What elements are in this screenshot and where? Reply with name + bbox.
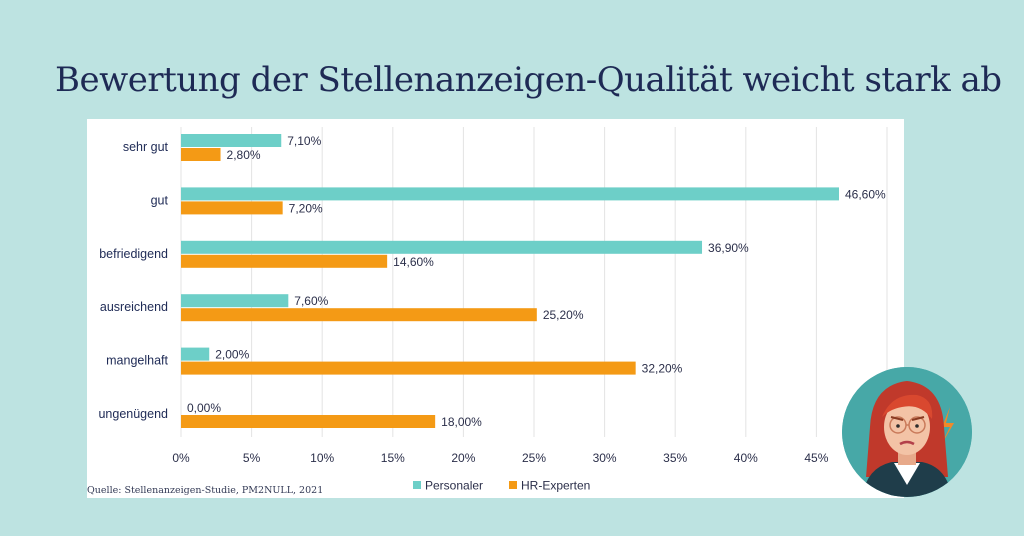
chart-panel: 0% 5% 10% 15% 20% 25% 30% 35% 40% 45% sehr gut 7,10… xyxy=(87,119,904,498)
x-tick-label: 25% xyxy=(522,451,546,465)
x-tick-label: 35% xyxy=(663,451,687,465)
legend-swatch xyxy=(413,481,421,489)
data-label: 7,10% xyxy=(287,134,321,148)
data-label: 7,60% xyxy=(294,294,328,308)
bar-hr-experten xyxy=(181,361,636,375)
data-label: 14,60% xyxy=(393,255,434,269)
bar-hr-experten xyxy=(181,415,436,428)
x-tick-label: 30% xyxy=(593,451,617,465)
bar-personaler xyxy=(181,134,282,147)
data-label: 7,20% xyxy=(289,201,323,215)
bar-hr-experten xyxy=(181,201,283,215)
legend-label: HR-Experten xyxy=(521,479,590,493)
x-tick-label: 45% xyxy=(804,451,828,465)
x-tick-label: 5% xyxy=(243,451,261,465)
category-label: sehr gut xyxy=(123,140,169,154)
data-label: 46,60% xyxy=(845,187,886,201)
data-label: 2,80% xyxy=(227,148,261,162)
data-label: 32,20% xyxy=(642,362,683,376)
bar-personaler xyxy=(181,187,839,201)
category-label: ausreichend xyxy=(100,300,168,314)
category-label: befriedigend xyxy=(99,247,168,261)
category-label: ungenügend xyxy=(98,407,168,421)
bar-hr-experten xyxy=(181,254,388,268)
bar-hr-experten xyxy=(181,308,537,322)
data-label: 25,20% xyxy=(543,308,584,322)
data-label: 18,00% xyxy=(441,415,482,429)
bar-personaler xyxy=(181,347,210,361)
legend-label: Personaler xyxy=(425,479,483,493)
bar-personaler xyxy=(181,240,703,254)
data-label: 0,00% xyxy=(187,401,221,415)
legend-swatch xyxy=(509,481,517,489)
x-tick-label: 40% xyxy=(734,451,758,465)
frustrated-woman-icon xyxy=(842,367,972,497)
bar-personaler xyxy=(181,294,289,308)
page-title: Bewertung der Stellenanzeigen-Qualität w… xyxy=(55,60,1002,100)
avatar xyxy=(842,367,972,497)
x-tick-label: 15% xyxy=(381,451,405,465)
source-note: Quelle: Stellenanzeigen-Studie, PM2NULL,… xyxy=(87,485,324,496)
x-tick-label: 10% xyxy=(310,451,334,465)
category-label: mangelhaft xyxy=(106,354,168,368)
data-label: 2,00% xyxy=(215,348,249,362)
bar-hr-experten xyxy=(181,148,221,161)
data-label: 36,90% xyxy=(708,241,749,255)
bar-chart: 0% 5% 10% 15% 20% 25% 30% 35% 40% 45% sehr gut 7,10… xyxy=(98,127,888,493)
x-tick-label: 0% xyxy=(172,451,190,465)
x-tick-label: 20% xyxy=(451,451,475,465)
category-label: gut xyxy=(151,193,169,207)
